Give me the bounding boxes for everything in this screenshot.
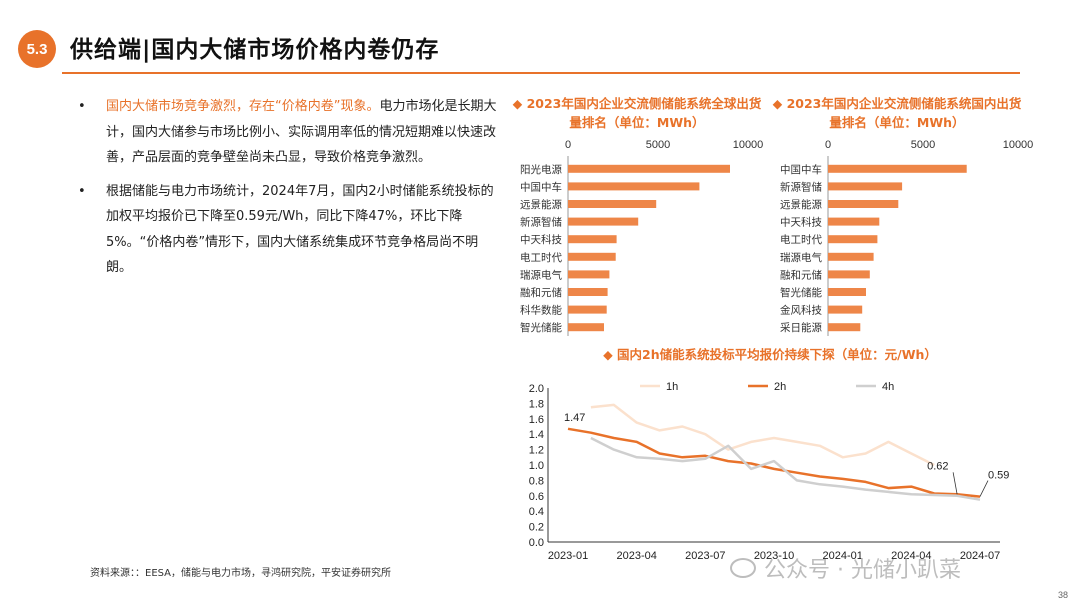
bullet-text: 电力市场化是长期大计，国内大储参与市场比例小、实际调用率低的情况短期难以快速改善…	[106, 99, 497, 165]
bar	[568, 217, 639, 226]
global-shipment-chart-title: ◆ 2023年国内企业交流侧储能系统全球出货量排名（单位：MWh）	[512, 96, 762, 130]
y-tick-label: 1.8	[529, 398, 544, 410]
title-divider	[62, 72, 1020, 74]
bullet-dot: •	[78, 183, 86, 199]
category-label: 新源智储	[780, 180, 822, 193]
x-tick-label: 2024-04	[891, 550, 931, 562]
x-tick-label: 10000	[733, 139, 764, 151]
x-tick-label: 2024-07	[960, 550, 1000, 562]
bar	[568, 164, 730, 173]
x-tick-label: 10000	[1003, 139, 1034, 151]
global-shipment-bar-chart: 0 5000 10000 阳光电源中国中车远景能源新源智储中天科技电工时代瑞源电气融和…	[520, 139, 764, 336]
legend-label: 4h	[882, 381, 894, 393]
category-label: 智光储能	[780, 286, 822, 299]
category-label: 中国中车	[780, 163, 822, 176]
x-tick-label: 2023-04	[616, 550, 656, 562]
category-label: 电工时代	[780, 233, 822, 246]
bullet-dot: •	[78, 99, 86, 114]
category-label: 智光储能	[520, 321, 562, 334]
y-tick-label: 1.4	[529, 429, 544, 441]
category-label: 中国中车	[520, 180, 562, 193]
bar	[568, 235, 617, 244]
annotation-leader	[952, 472, 958, 495]
bar	[568, 252, 616, 261]
category-label: 金风科技	[780, 304, 822, 317]
y-tick-label: 0.2	[529, 522, 544, 534]
y-tick-label: 0.0	[529, 537, 544, 549]
x-tick-label: 2023-01	[548, 550, 588, 562]
bar	[828, 305, 863, 314]
bar	[828, 235, 878, 244]
price-line-chart: 0.0 0.2 0.4 0.6 0.8 1.0 1.2 1.4 1.6 1.8 2.0 2023-01…	[529, 381, 1010, 562]
x-tick-label: 5000	[911, 139, 935, 151]
category-label: 融和元储	[520, 286, 562, 299]
annotation-leader	[979, 480, 989, 497]
category-label: 新源智储	[520, 216, 562, 229]
bar	[828, 164, 967, 173]
bar	[828, 270, 870, 279]
legend-label: 2h	[774, 381, 786, 393]
category-label: 瑞源电气	[520, 268, 562, 281]
page-number: 38	[1057, 590, 1068, 600]
annotation-label: 0.62	[927, 460, 948, 472]
watermark-text: 公众号 · 光储小趴菜	[764, 558, 961, 583]
series-line-1h	[590, 403, 935, 467]
y-tick-label: 0.4	[529, 506, 544, 518]
y-tick-label: 2.0	[529, 383, 544, 395]
price-chart-title: ◆ 国内2h储能系统投标平均报价持续下探（单位：元/Wh）	[603, 347, 937, 362]
domestic-shipment-bar-chart: 0 5000 10000 中国中车新源智储远景能源中天科技电工时代瑞源电气融和元储智光…	[780, 139, 1034, 336]
domestic-shipment-chart-title: ◆ 2023年国内企业交流侧储能系统国内出货量排名（单位：MWh）	[772, 96, 1022, 130]
bar	[828, 182, 903, 191]
bar	[568, 305, 607, 314]
series-line-4h	[590, 436, 981, 501]
bullet-item-2: • 根据储能与电力市场统计，2024年7月，国内2小时储能系统投标的加权平均报价…	[78, 179, 498, 281]
bar	[568, 200, 657, 208]
x-tick-label: 0	[825, 139, 831, 151]
bar	[828, 217, 880, 226]
bullet-item-1: • 国内大储市场竞争激烈，存在“价格内卷”现象。电力市场化是长期大计，国内大储参…	[78, 94, 498, 171]
category-label: 采日能源	[780, 321, 822, 334]
x-tick-label: 0	[565, 139, 571, 151]
category-label: 远景能源	[520, 198, 562, 211]
category-label: 中天科技	[780, 216, 822, 229]
bullet-highlight: 国内大储市场竞争激烈，存在“价格内卷”现象。	[106, 99, 380, 114]
bar	[828, 288, 866, 296]
bar	[568, 288, 608, 296]
x-tick-label: 2023-07	[685, 550, 725, 562]
y-tick-label: 1.6	[529, 414, 544, 426]
bar	[828, 252, 874, 261]
bar	[568, 323, 604, 332]
category-label: 电工时代	[520, 251, 562, 264]
category-label: 远景能源	[780, 198, 822, 211]
page-title: 供给端|国内大储市场价格内卷仍存	[70, 37, 440, 63]
y-tick-label: 1.2	[529, 445, 544, 457]
bar	[828, 323, 861, 332]
annotation-label: 0.59	[988, 470, 1009, 482]
category-label: 中天科技	[520, 233, 562, 246]
annotation-label: 1.47	[564, 412, 585, 424]
category-label: 融和元储	[780, 268, 822, 281]
x-tick-label: 2024-01	[822, 550, 862, 562]
bullet-text: 根据储能与电力市场统计，2024年7月，国内2小时储能系统投标的加权平均报价已下…	[106, 183, 494, 276]
section-badge: 5.3	[18, 30, 56, 68]
source-note: 资料来源：：EESA，储能与电力市场，寻鸿研究院，平安证券研究所	[90, 568, 392, 579]
y-tick-label: 0.8	[529, 475, 544, 487]
x-tick-label: 5000	[646, 139, 670, 151]
bar	[828, 200, 899, 208]
watermark: 公众号 · 光储小趴菜	[730, 552, 961, 584]
y-tick-label: 1.0	[529, 460, 544, 472]
x-tick-label: 2023-10	[754, 550, 794, 562]
series-line-2h	[567, 427, 981, 498]
wechat-icon	[730, 558, 756, 578]
bullet-list: • 国内大储市场竞争激烈，存在“价格内卷”现象。电力市场化是长期大计，国内大储参…	[78, 94, 498, 289]
bar	[568, 270, 610, 279]
legend-label: 1h	[666, 381, 678, 393]
bar	[568, 182, 700, 191]
category-label: 阳光电源	[520, 163, 562, 176]
category-label: 科华数能	[520, 304, 562, 317]
category-label: 瑞源电气	[780, 251, 822, 264]
y-tick-label: 0.6	[529, 491, 544, 503]
